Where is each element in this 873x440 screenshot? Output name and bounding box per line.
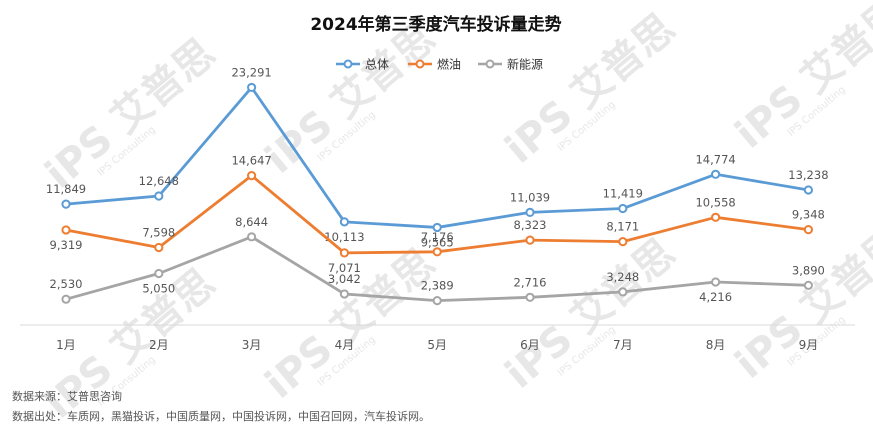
series-2: 9,319 7,598 14,647 7,071 7,176 8,323 8,171 10,5… xyxy=(50,154,825,275)
data-label: 8,644 xyxy=(235,215,268,229)
data-label: 14,774 xyxy=(695,152,735,166)
data-label: 8,323 xyxy=(514,218,547,232)
legend-label: 新能源 xyxy=(507,57,543,72)
data-point xyxy=(525,235,535,245)
x-tick-label: 7月 xyxy=(613,338,633,352)
data-point xyxy=(525,207,535,218)
data-origin-note: 数据出处：车质网，黑猫投诉，中国质量网，中国投诉网，中国召回网，汽车投诉网。 xyxy=(12,410,430,423)
data-point xyxy=(339,217,349,227)
data-label: 8,171 xyxy=(606,220,639,234)
data-point xyxy=(525,292,535,302)
data-point xyxy=(61,199,71,209)
data-label: 5,050 xyxy=(142,281,175,295)
data-point xyxy=(803,185,814,195)
chart-title: 2024年第三季度汽车投诉量走势 xyxy=(310,14,561,35)
data-label: 7,176 xyxy=(421,230,454,244)
legend-marker xyxy=(343,59,353,69)
watermark-brand: iPS 艾普思 xyxy=(257,15,444,183)
legend-item: 新能源 xyxy=(478,57,543,72)
data-label: 13,238 xyxy=(788,168,828,182)
data-label: 10,558 xyxy=(695,195,735,209)
data-point xyxy=(61,225,71,235)
data-label: 11,419 xyxy=(603,187,643,201)
data-label: 12,648 xyxy=(139,174,179,188)
legend: 总体 燃油 新能源 xyxy=(336,57,543,72)
data-label: 3,042 xyxy=(328,272,361,286)
watermark-brand: iPS 艾普思 xyxy=(37,30,224,198)
legend-label: 总体 xyxy=(365,58,389,72)
data-point xyxy=(61,294,71,304)
data-label: 2,716 xyxy=(514,275,547,289)
data-label: 9,348 xyxy=(792,208,825,222)
data-point xyxy=(618,237,628,247)
legend-label: 燃油 xyxy=(437,57,461,72)
data-label: 9,565 xyxy=(421,235,454,249)
x-tick-label: 4月 xyxy=(335,338,355,352)
x-tick-label: 2月 xyxy=(149,338,169,352)
data-label: 7,071 xyxy=(328,261,361,275)
x-tick-label: 1月 xyxy=(56,338,76,352)
watermark-brand: iPS 艾普思 xyxy=(727,0,873,158)
data-label: 14,647 xyxy=(231,154,271,168)
x-tick-label: 3月 xyxy=(242,338,262,352)
legend-item: 燃油 xyxy=(408,57,461,72)
data-point xyxy=(618,203,628,214)
data-point xyxy=(247,232,257,242)
data-label: 3,248 xyxy=(606,270,639,284)
x-tick-label: 6月 xyxy=(520,338,540,352)
legend-item: 总体 xyxy=(336,58,389,72)
legend-marker xyxy=(485,59,495,69)
data-point xyxy=(154,268,164,279)
data-label: 11,849 xyxy=(46,182,86,196)
data-point xyxy=(154,242,164,253)
x-tick-label: 8月 xyxy=(706,338,726,352)
data-point xyxy=(711,277,721,287)
data-label: 2,389 xyxy=(421,279,454,293)
data-label: 23,291 xyxy=(231,65,271,79)
data-point xyxy=(711,169,721,179)
data-label: 11,039 xyxy=(510,190,550,204)
series-3: 2,530 5,050 8,644 3,042 2,389 2,716 3,248 4,216… xyxy=(50,215,825,306)
data-point xyxy=(711,212,721,222)
data-label: 3,890 xyxy=(792,263,825,277)
x-tick-label: 9月 xyxy=(799,338,819,352)
watermark-brand: iPS 艾普思 xyxy=(497,230,684,398)
x-axis-tick-labels: 1月 2月 3月 4月 5月 6月 7月 8月 9月 xyxy=(56,338,818,352)
data-label: 7,598 xyxy=(142,226,175,240)
data-label: 4,216 xyxy=(699,290,732,304)
data-label: 10,113 xyxy=(324,230,364,244)
data-point xyxy=(247,82,257,93)
data-point xyxy=(154,191,164,201)
data-label: 2,530 xyxy=(50,277,83,291)
data-point xyxy=(803,225,814,235)
data-point xyxy=(339,289,349,299)
x-tick-label: 5月 xyxy=(427,338,447,352)
data-source-note: 数据来源：艾普思咨询 xyxy=(12,390,122,403)
data-point xyxy=(618,287,628,297)
series-1: 11,849 12,648 23,291 10,113 9,565 11,039 11,41… xyxy=(46,65,829,249)
data-point xyxy=(247,171,257,181)
data-point xyxy=(803,280,814,290)
data-point xyxy=(432,296,442,306)
data-point xyxy=(432,222,442,233)
data-point xyxy=(339,248,349,258)
series-layer: 11,849 12,648 23,291 10,113 9,565 11,039 11,41… xyxy=(46,65,829,306)
data-point xyxy=(432,247,442,257)
legend-marker xyxy=(415,59,425,69)
data-label: 9,319 xyxy=(50,238,83,252)
